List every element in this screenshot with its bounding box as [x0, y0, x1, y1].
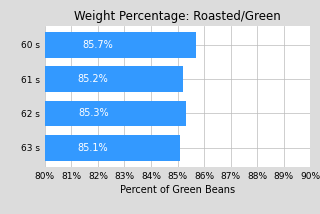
Bar [45, 66, 183, 92]
Text: 85.3%: 85.3% [79, 108, 109, 118]
Text: 85.7%: 85.7% [83, 40, 113, 50]
Text: 85.2%: 85.2% [78, 74, 108, 84]
Bar [45, 101, 186, 126]
X-axis label: Percent of Green Beans: Percent of Green Beans [120, 185, 235, 195]
Bar [45, 32, 196, 58]
Bar [45, 135, 180, 160]
Text: 85.1%: 85.1% [77, 143, 108, 153]
Title: Weight Percentage: Roasted/Green: Weight Percentage: Roasted/Green [74, 10, 281, 23]
